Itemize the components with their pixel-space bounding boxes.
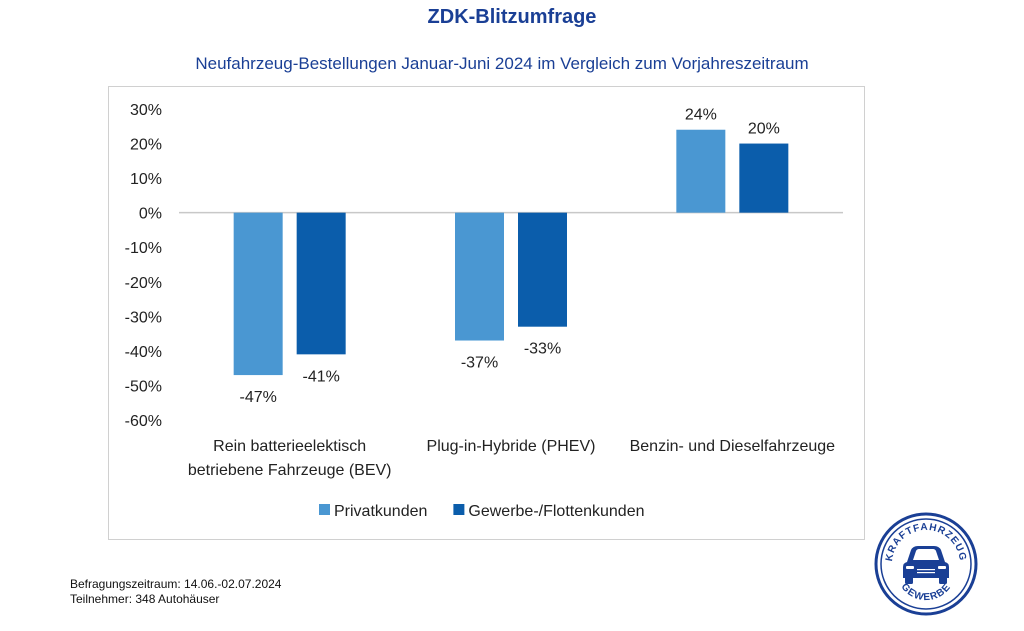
data-label: 20% (748, 121, 780, 138)
survey-period: Befragungszeitraum: 14.06.-02.07.2024 (70, 577, 282, 591)
bar-privatkunden (233, 212, 283, 376)
category-label: betriebene Fahrzeuge (BEV) (188, 462, 392, 479)
car-icon (903, 546, 949, 584)
legend-label: Gewerbe-/Flottenkunden (468, 503, 644, 520)
y-tick-label: -30% (125, 309, 162, 326)
category-label: Plug-in-Hybride (PHEV) (427, 438, 596, 455)
legend-label: Privatkunden (334, 503, 427, 520)
bar-privatkunden (676, 129, 726, 213)
y-tick-label: 30% (130, 102, 162, 119)
bar-gewerbe (296, 212, 346, 355)
kfz-gewerbe-logo: KRAFTFAHRZEUG GEWERBE (874, 512, 978, 616)
y-tick-label: 10% (130, 171, 162, 188)
footer-notes: Befragungszeitraum: 14.06.-02.07.2024 Te… (70, 577, 281, 607)
y-tick-label: 20% (130, 137, 162, 154)
y-tick-label: -50% (125, 378, 162, 395)
bar-gewerbe (518, 212, 567, 327)
data-label: 24% (685, 107, 717, 124)
category-label: Benzin- und Dieselfahrzeuge (630, 438, 836, 455)
chart-frame (108, 86, 865, 540)
chart-title: ZDK-Blitzumfrage (427, 6, 597, 28)
chart-subtitle: Neufahrzeug-Bestellungen Januar-Juni 202… (195, 54, 809, 73)
y-tick-label: -10% (125, 240, 162, 257)
y-tick-label: -40% (125, 344, 162, 361)
data-label: -47% (239, 389, 276, 406)
bar-privatkunden (455, 212, 504, 341)
data-label: -37% (461, 355, 498, 372)
legend-swatch-privatkunden (319, 504, 330, 515)
data-label: -33% (524, 341, 561, 358)
participants: Teilnehmer: 348 Autohäuser (70, 592, 220, 606)
category-label: Rein batterieelektisch (213, 438, 366, 455)
y-tick-label: -60% (125, 413, 162, 430)
y-tick-label: 0% (139, 206, 162, 223)
bar-gewerbe (739, 143, 789, 213)
y-tick-label: -20% (125, 275, 162, 292)
data-label: -41% (302, 368, 339, 385)
legend-swatch-gewerbe (453, 504, 465, 515)
